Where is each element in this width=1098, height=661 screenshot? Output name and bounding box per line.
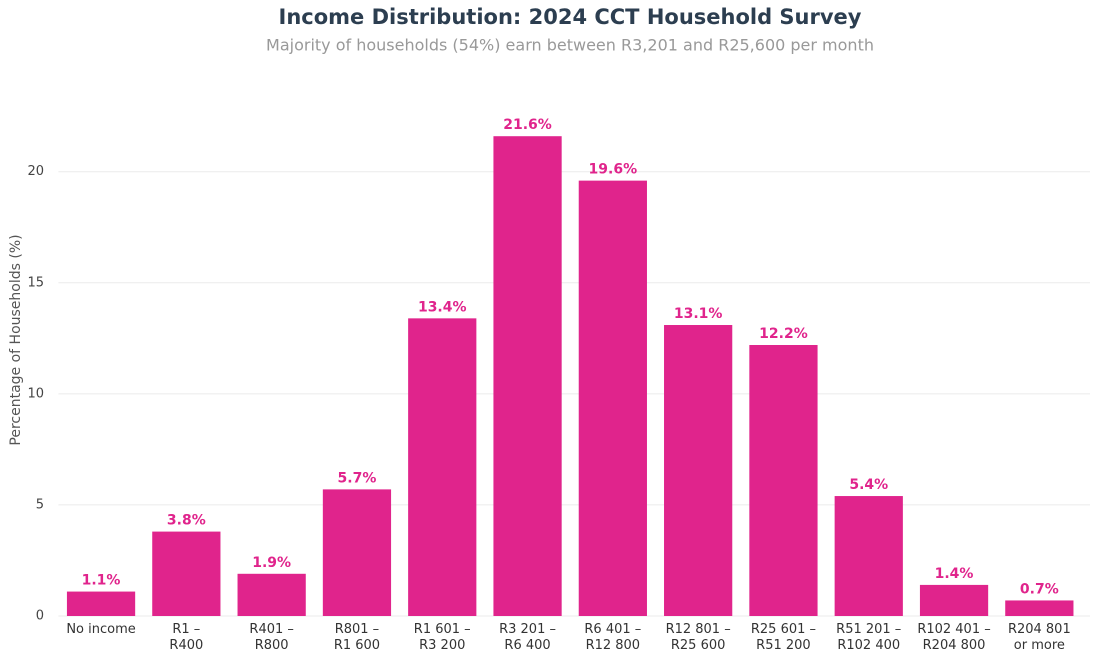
y-axis-label: Percentage of Households (%)	[8, 234, 24, 445]
value-label: 3.8%	[167, 513, 206, 529]
value-label: 1.9%	[252, 555, 291, 571]
x-tick-label: R204 801 or more	[1007, 622, 1071, 653]
y-tick-label: 10	[27, 386, 44, 401]
value-label: 5.4%	[849, 477, 888, 493]
bar	[578, 180, 647, 616]
x-tick-label: R12 801 – R25 600	[665, 622, 731, 653]
x-tick-label: R801 – R1 600	[333, 622, 381, 653]
x-tick-label: R3 201 – R6 400	[499, 622, 556, 653]
bar	[408, 318, 477, 616]
value-label: 5.7%	[338, 470, 377, 486]
bar	[749, 345, 818, 616]
bar	[664, 325, 733, 616]
bar	[237, 573, 306, 616]
value-label: 1.4%	[935, 566, 974, 582]
value-label: 19.6%	[589, 162, 638, 178]
x-tick-label: R25 601 – R51 200	[750, 622, 817, 653]
bar	[834, 496, 903, 616]
y-tick-label: 15	[27, 275, 44, 290]
bar	[322, 489, 392, 616]
value-label: 1.1%	[82, 573, 121, 589]
value-label: 13.1%	[674, 306, 723, 322]
y-tick-label: 5	[36, 497, 44, 512]
x-tick-label: R1 601 – R3 200	[413, 622, 471, 653]
y-tick-label: 20	[27, 164, 44, 179]
y-tick-label: 0	[36, 609, 44, 624]
value-label: 21.6%	[503, 117, 552, 133]
bar	[152, 531, 221, 616]
value-label: 0.7%	[1020, 581, 1059, 597]
value-label: 12.2%	[759, 326, 808, 342]
chart-title: Income Distribution: 2024 CCT Household …	[279, 5, 862, 29]
x-tick-label: R1 – R400	[169, 622, 204, 653]
x-tick-label: No income	[66, 622, 136, 637]
bar	[919, 584, 989, 616]
chart-subtitle: Majority of households (54%) earn betwee…	[266, 36, 874, 55]
x-tick-label: R102 401 – R204 800	[917, 622, 991, 653]
x-tick-label: R51 201 – R102 400	[836, 622, 902, 653]
bar	[493, 136, 562, 616]
x-tick-label: R6 401 – R12 800	[584, 622, 642, 653]
x-tick-label: R401 – R800	[249, 622, 294, 653]
bar	[66, 591, 136, 616]
bar	[1005, 600, 1074, 616]
value-label: 13.4%	[418, 299, 467, 315]
